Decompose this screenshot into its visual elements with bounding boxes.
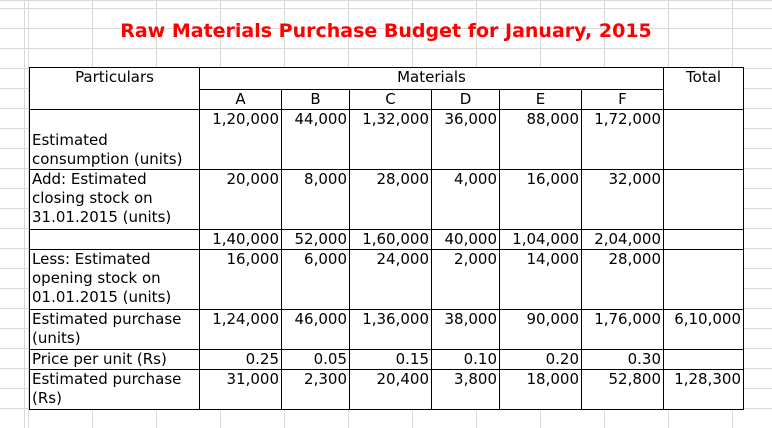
value-cell: 0.05	[281, 349, 350, 370]
value-cell: 0.20	[499, 349, 582, 370]
value-cell: 40,000	[431, 229, 500, 250]
material-cell: F	[581, 89, 664, 110]
value-cell: 28,000	[581, 249, 664, 310]
label-cell: Estimated purchase (units)	[29, 309, 200, 350]
value-cell: 2,04,000	[581, 229, 664, 250]
value-cell: 8,000	[281, 169, 350, 230]
value-cell: 36,000	[431, 109, 500, 170]
label-cell: Price per unit (Rs)	[29, 349, 200, 370]
total-cell	[663, 109, 744, 170]
value-cell: 1,04,000	[499, 229, 582, 250]
title: Raw Materials Purchase Budget for Januar…	[120, 20, 652, 42]
data-row: Estimated consumption (units) 1,20,000 44,…	[29, 109, 744, 170]
data-row: Estimated purchase (units) 1,24,000 46,000…	[29, 309, 744, 350]
value-cell: 90,000	[499, 309, 582, 350]
total-cell	[663, 349, 744, 370]
label-cell	[29, 229, 200, 250]
data-row: Estimated purchase (Rs) 31,000 2,300 20,400…	[29, 369, 744, 410]
value-cell: 88,000	[499, 109, 582, 170]
total-cell: 6,10,000	[663, 309, 744, 350]
total-cell: 1,28,300	[663, 369, 744, 410]
value-cell: 20,400	[349, 369, 432, 410]
material-cell: B	[281, 89, 350, 110]
value-cell: 1,20,000	[199, 109, 282, 170]
header-cell: Particulars	[29, 67, 200, 110]
header-row: Particulars Materials Total	[29, 67, 744, 110]
value-cell: 32,000	[581, 169, 664, 230]
value-cell: 1,32,000	[349, 109, 432, 170]
value-cell: 1,24,000	[199, 309, 282, 350]
label-cell: Estimated purchase (Rs)	[29, 369, 200, 410]
header-cell: Materials	[199, 67, 664, 90]
value-cell: 0.10	[431, 349, 500, 370]
value-cell: 16,000	[499, 169, 582, 230]
data-row: Price per unit (Rs) 0.25 0.05 0.15 0.10 0.20 0…	[29, 349, 744, 370]
label-cell: Estimated consumption (units)	[29, 109, 200, 170]
value-cell: 24,000	[349, 249, 432, 310]
value-cell: 1,40,000	[199, 229, 282, 250]
total-cell	[663, 169, 744, 230]
value-cell: 38,000	[431, 309, 500, 350]
value-cell: 1,60,000	[349, 229, 432, 250]
value-cell: 16,000	[199, 249, 282, 310]
value-cell: 31,000	[199, 369, 282, 410]
value-cell: 3,800	[431, 369, 500, 410]
material-cell: D	[431, 89, 500, 110]
data-row: 1,40,000 52,000 1,60,000 40,000 1,04,000 2,04…	[29, 229, 744, 250]
value-cell: 20,000	[199, 169, 282, 230]
data-row: Add: Estimated closing stock on 31.01.20…	[29, 169, 744, 230]
header-cell: Total	[663, 67, 744, 110]
material-cell: E	[499, 89, 582, 110]
value-cell: 0.15	[349, 349, 432, 370]
value-cell: 52,000	[281, 229, 350, 250]
material-cell: A	[199, 89, 282, 110]
value-cell: 18,000	[499, 369, 582, 410]
value-cell: 44,000	[281, 109, 350, 170]
value-cell: 14,000	[499, 249, 582, 310]
value-cell: 46,000	[281, 309, 350, 350]
value-cell: 0.25	[199, 349, 282, 370]
value-cell: 28,000	[349, 169, 432, 230]
value-cell: 1,36,000	[349, 309, 432, 350]
value-cell: 2,300	[281, 369, 350, 410]
value-cell: 6,000	[281, 249, 350, 310]
value-cell: 1,76,000	[581, 309, 664, 350]
value-cell: 2,000	[431, 249, 500, 310]
value-cell: 1,72,000	[581, 109, 664, 170]
label-cell: Add: Estimated closing stock on 31.01.20…	[29, 169, 200, 230]
data-row: Less: Estimated opening stock on 01.01.2…	[29, 249, 744, 310]
value-cell: 4,000	[431, 169, 500, 230]
material-cell: C	[349, 89, 432, 110]
total-cell	[663, 229, 744, 250]
total-cell	[663, 249, 744, 310]
label-cell: Less: Estimated opening stock on 01.01.2…	[29, 249, 200, 310]
value-cell: 0.30	[581, 349, 664, 370]
value-cell: 52,800	[581, 369, 664, 410]
